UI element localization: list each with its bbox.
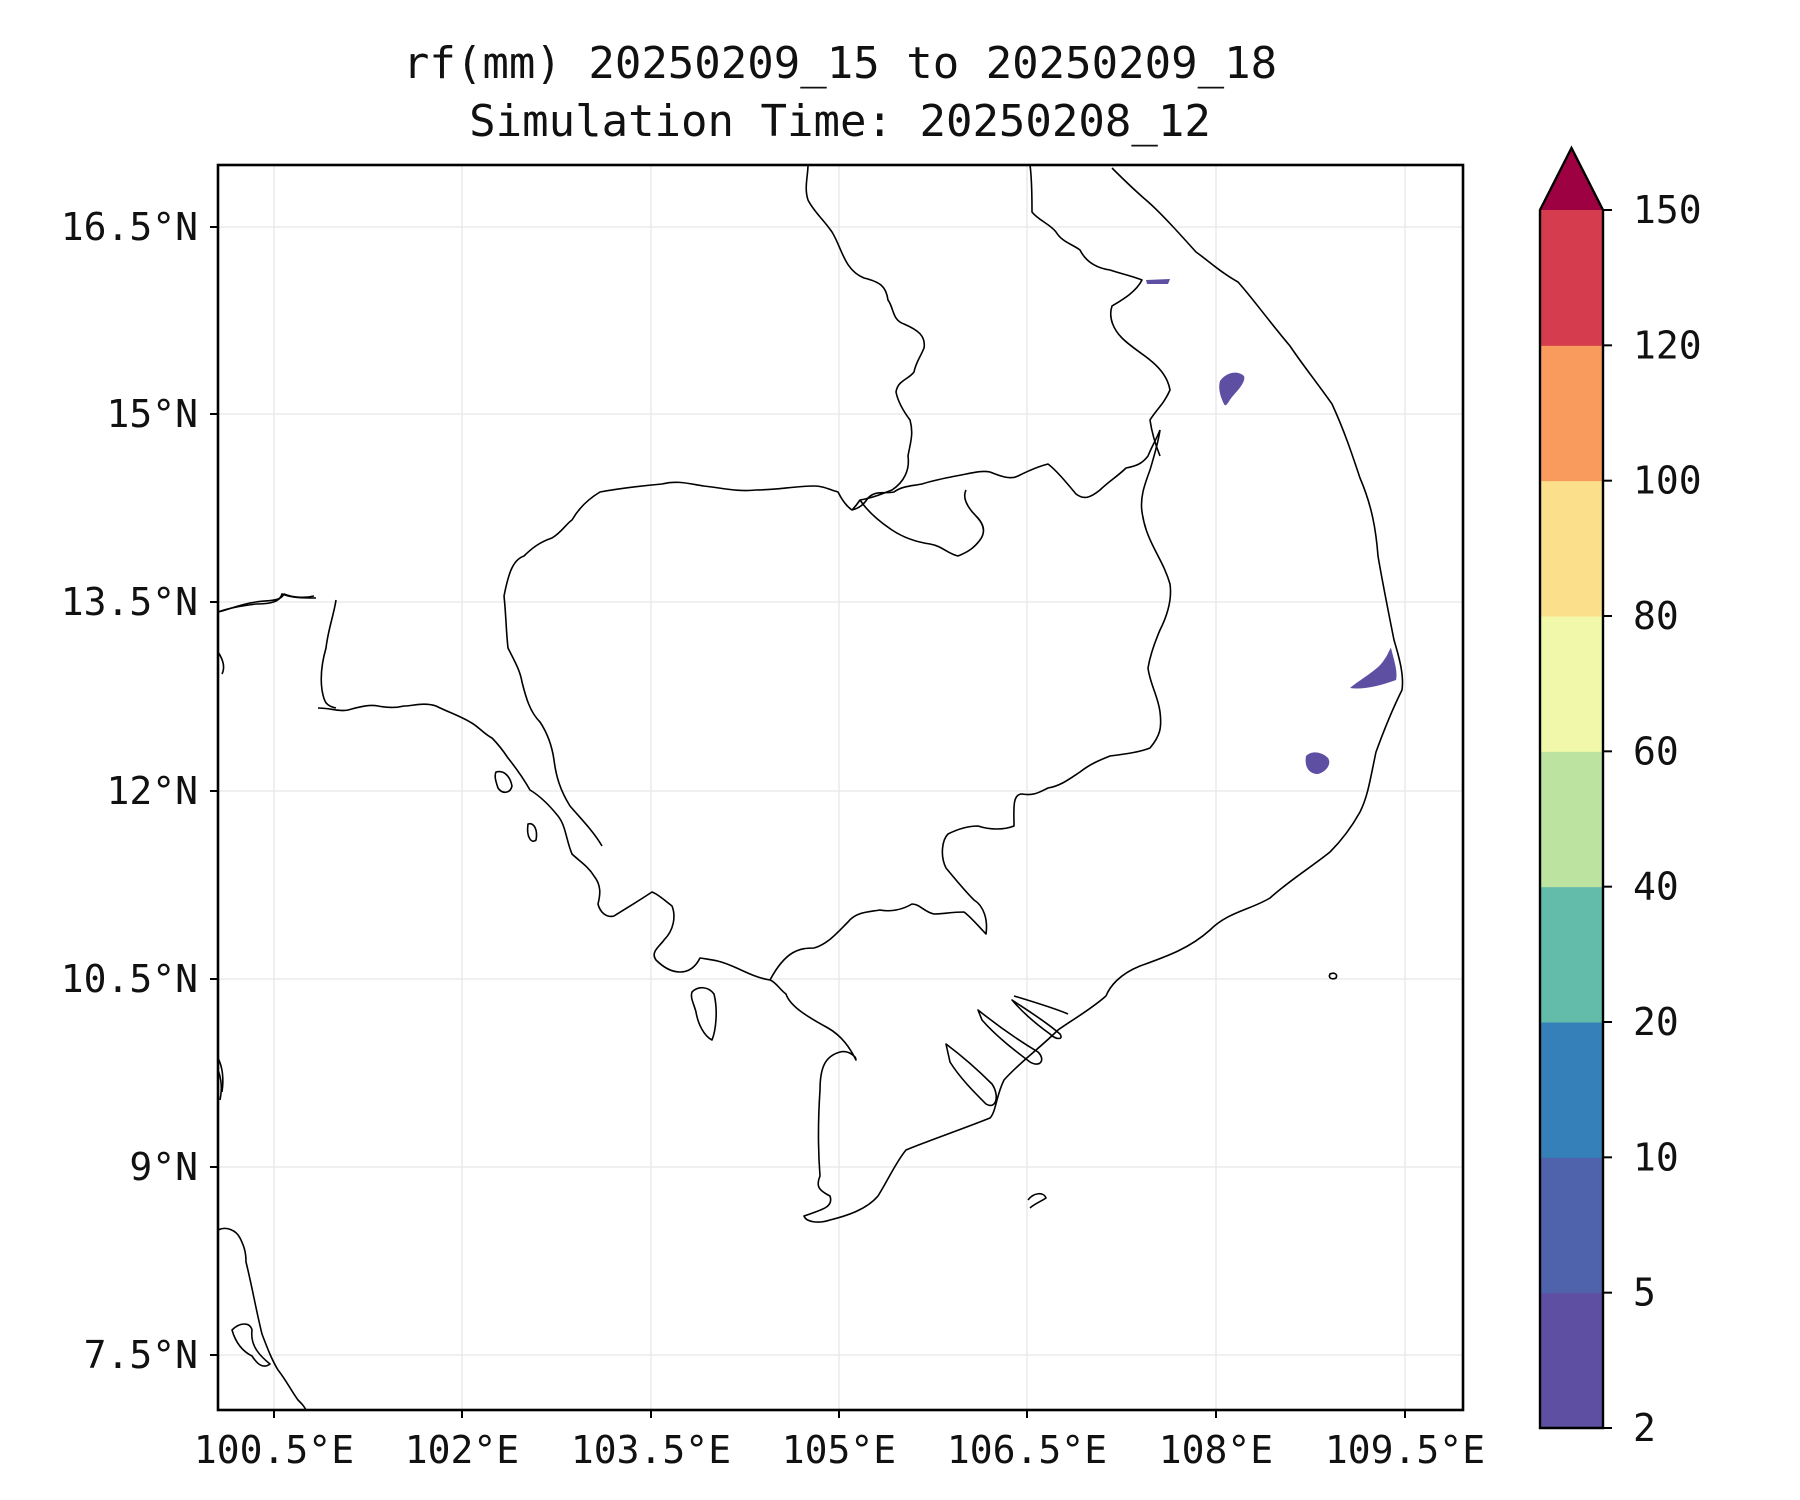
coastline-malay-islands [231,1323,271,1367]
colorbar-extend-arrow [1540,148,1603,210]
map-panel: 16.5°N 15°N 13.5°N 12°N 10.5°N 9°N 7.5°N… [61,163,1485,1472]
border-thailand-cambodia-west [503,595,603,847]
border-laos-thailand [805,164,926,511]
rain-patch-2 [1350,648,1397,689]
colorbar-tick-label: 150 [1633,188,1702,232]
colorbar-segment [1540,480,1603,617]
colorbar-tick-label: 5 [1633,1271,1656,1315]
colorbar-segment [1540,1157,1603,1294]
lat-label-15: 15°N [106,392,198,436]
colorbar-segments [1540,210,1603,1429]
coastline-mekong-delta [769,979,1107,1223]
colorbar-segment [1540,886,1603,1023]
mekong-mouth-2 [977,1009,1043,1065]
colorbar: 2 5 10 20 40 60 80 100 120 150 [1538,145,1702,1450]
lat-label-12: 12°N [106,769,198,813]
border-thailand-myanmar [217,593,317,613]
border-thailand-myanmar-south [320,599,337,709]
lon-labels: 100.5°E 102°E 103.5°E 105°E 106.5°E 108°… [194,1428,1485,1472]
border-cambodia-east [769,429,1172,981]
border-laos-vietnam [1029,164,1171,457]
mekong-mouth-4 [1013,995,1069,1015]
colorbar-tick-label: 80 [1633,594,1679,638]
lon-label-108: 108°E [1159,1428,1273,1472]
graticule [218,165,1463,1410]
rain-patch-3 [1305,752,1330,774]
lat-label-10-5: 10.5°N [61,957,198,1001]
island-koh-rong [526,822,538,842]
lat-label-9: 9°N [129,1145,198,1189]
mekong-mouth-3 [1011,999,1062,1040]
island-con-son [1027,1192,1047,1209]
colorbar-tick-label: 60 [1633,729,1679,773]
colorbar-segment [1540,616,1603,752]
colorbar-segment [1540,1022,1603,1158]
colorbar-tick-label: 40 [1633,865,1679,909]
border-laos-cambodia [859,489,985,557]
colorbar-segment [1540,1292,1603,1429]
colorbar-tick-label: 100 [1633,459,1702,503]
lat-label-7-5: 7.5°N [84,1333,198,1377]
lon-label-106-5: 106.5°E [947,1428,1107,1472]
axis-ticks [210,226,1406,1418]
rain-patch-1 [1219,372,1245,406]
colorbar-tick-label: 20 [1633,1000,1679,1044]
rainfall-patches [1146,279,1397,774]
colorbar-tick-label: 2 [1633,1406,1656,1450]
lon-label-102: 102°E [405,1428,519,1472]
colorbar-tick-label: 120 [1633,323,1702,367]
coastline-vietnam-east [1105,167,1404,997]
rain-patch-4 [1146,279,1170,284]
map-background [218,165,1463,1410]
lon-label-109-5: 109.5°E [1325,1428,1485,1472]
island-koh-kong [494,770,513,794]
mekong-mouth-1 [945,1043,998,1107]
lon-label-103-5: 103.5°E [571,1428,731,1472]
island-phu-quy [1328,972,1338,980]
lat-labels: 16.5°N 15°N 13.5°N 12°N 10.5°N 9°N 7.5°N [61,205,198,1377]
coastline-cambodia-south [317,703,771,981]
lat-label-13-5: 13.5°N [61,580,198,624]
lon-label-105: 105°E [782,1428,896,1472]
colorbar-segment [1540,345,1603,482]
island-phu-quoc [690,986,717,1041]
chart-title-line1: rf(mm) 20250209_15 to 20250209_18 [402,38,1278,89]
colorbar-segment [1540,751,1603,888]
coastline-malay-peninsula [217,1227,307,1411]
colorbar-outline [1538,145,1605,1430]
colorbar-ticks: 2 5 10 20 40 60 80 100 120 150 [1603,188,1702,1450]
lat-label-16-5: 16.5°N [61,205,198,249]
lon-label-100-5: 100.5°E [194,1428,354,1472]
chart-title-line2: Simulation Time: 20250208_12 [469,96,1211,147]
colorbar-tick-label: 10 [1633,1135,1679,1179]
coastlines-and-borders [217,164,1404,1411]
map-frame [216,163,1465,1412]
colorbar-segment [1540,210,1603,346]
